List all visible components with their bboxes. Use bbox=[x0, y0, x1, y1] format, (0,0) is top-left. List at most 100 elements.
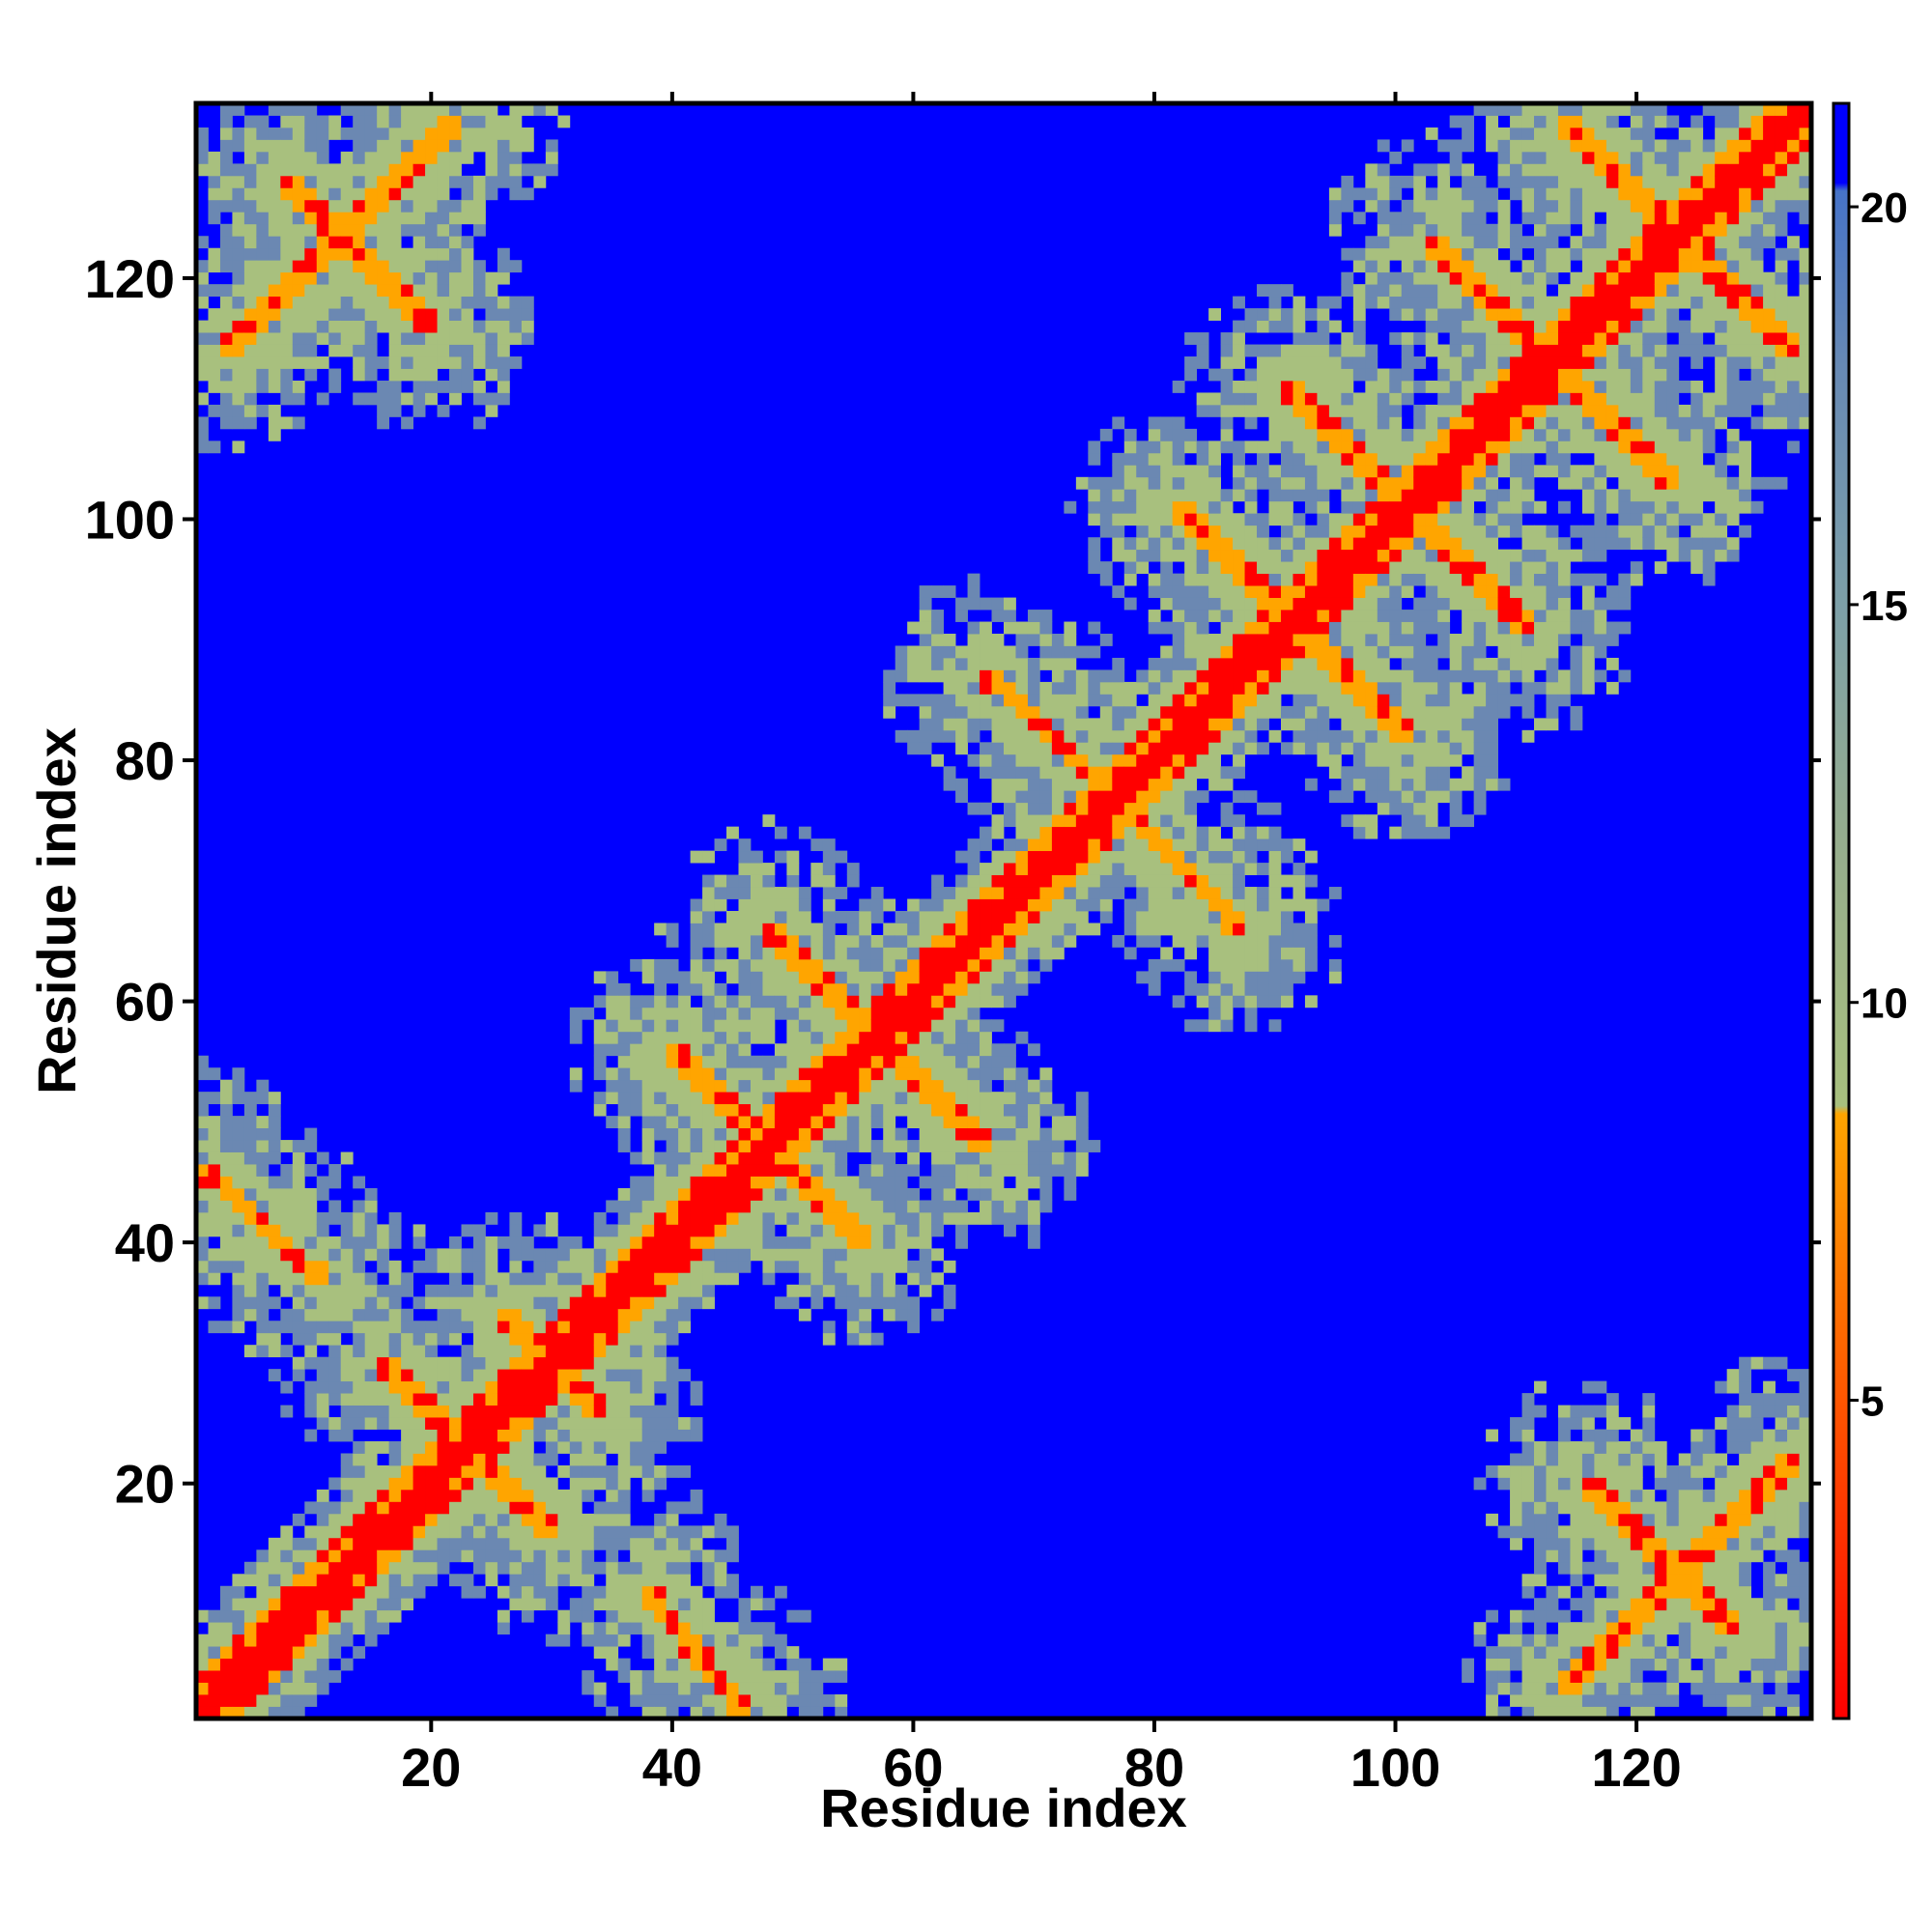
heatmap-cell bbox=[1172, 585, 1185, 598]
heatmap-cell bbox=[1027, 621, 1040, 635]
heatmap-cell bbox=[1268, 971, 1282, 984]
heatmap-cell bbox=[1473, 753, 1487, 767]
heatmap-cell bbox=[1293, 465, 1306, 478]
heatmap-cell bbox=[1039, 718, 1053, 731]
heatmap-cell bbox=[883, 1164, 896, 1177]
heatmap-cell bbox=[702, 850, 715, 864]
heatmap-cell bbox=[919, 705, 932, 719]
heatmap-cell bbox=[1389, 500, 1403, 514]
heatmap-cell bbox=[1208, 489, 1221, 502]
heatmap-cell bbox=[497, 1296, 510, 1310]
heatmap-cell bbox=[666, 1116, 679, 1128]
heatmap-cell bbox=[1365, 621, 1378, 635]
heatmap-cell bbox=[268, 1272, 281, 1286]
heatmap-cell bbox=[1244, 934, 1258, 948]
heatmap-cell bbox=[1123, 500, 1137, 514]
heatmap-cell bbox=[593, 1260, 607, 1273]
heatmap-cell bbox=[461, 308, 474, 321]
heatmap-cell bbox=[641, 1441, 655, 1454]
heatmap-cell bbox=[654, 1284, 668, 1297]
heatmap-cell bbox=[726, 1658, 739, 1671]
heatmap-cell bbox=[666, 1067, 679, 1081]
heatmap-cell bbox=[980, 1164, 992, 1177]
heatmap-cell bbox=[1004, 958, 1016, 972]
heatmap-cell bbox=[678, 1116, 691, 1128]
heatmap-cell bbox=[472, 344, 486, 357]
heatmap-cell bbox=[1462, 296, 1475, 309]
heatmap-cell bbox=[1039, 958, 1053, 972]
heatmap-cell bbox=[943, 1043, 956, 1057]
heatmap-cell bbox=[232, 1176, 245, 1189]
heatmap-cell bbox=[1328, 525, 1342, 538]
heatmap-cell bbox=[340, 1658, 354, 1671]
heatmap-cell bbox=[1328, 753, 1342, 767]
heatmap-cell bbox=[1304, 308, 1318, 321]
heatmap-cell bbox=[1233, 392, 1245, 406]
heatmap-cell bbox=[1341, 561, 1354, 575]
heatmap-cell bbox=[617, 1380, 631, 1394]
heatmap-cell bbox=[774, 1706, 787, 1719]
heatmap-cell bbox=[1220, 874, 1234, 888]
heatmap-cell bbox=[1233, 476, 1245, 490]
heatmap-cell bbox=[1015, 874, 1029, 888]
heatmap-cell bbox=[1184, 887, 1198, 899]
heatmap-cell bbox=[1233, 465, 1245, 478]
heatmap-cell bbox=[617, 1369, 631, 1382]
heatmap-cell bbox=[1196, 934, 1209, 948]
heatmap-cell bbox=[377, 320, 390, 333]
heatmap-cell bbox=[690, 982, 703, 996]
heatmap-cell bbox=[1099, 718, 1113, 731]
heatmap-cell bbox=[738, 1598, 752, 1611]
heatmap-cell bbox=[835, 1200, 848, 1213]
heatmap-cell bbox=[388, 1525, 402, 1539]
heatmap-cell bbox=[1257, 911, 1269, 923]
heatmap-cell bbox=[208, 260, 221, 273]
heatmap-cell bbox=[461, 236, 474, 249]
heatmap-cell bbox=[1064, 634, 1077, 646]
heatmap-cell bbox=[256, 1224, 270, 1237]
heatmap-cell bbox=[364, 368, 378, 382]
heatmap-cell bbox=[472, 320, 486, 333]
heatmap-cell bbox=[859, 1007, 872, 1020]
heatmap-cell bbox=[822, 1127, 836, 1141]
heatmap-cell bbox=[1268, 705, 1282, 719]
heatmap-cell bbox=[292, 1369, 305, 1382]
heatmap-cell bbox=[1196, 476, 1209, 490]
heatmap-cell bbox=[388, 368, 402, 382]
heatmap-cell bbox=[232, 1092, 245, 1105]
heatmap-cell bbox=[1425, 440, 1438, 454]
heatmap-cell bbox=[412, 139, 426, 153]
heatmap-cell bbox=[1304, 368, 1318, 382]
heatmap-cell bbox=[690, 911, 703, 923]
heatmap-cell bbox=[449, 1405, 462, 1418]
heatmap-cell bbox=[545, 1477, 558, 1491]
heatmap-cell bbox=[1365, 440, 1378, 454]
heatmap-cell bbox=[1172, 850, 1185, 864]
heatmap-cell bbox=[702, 1116, 715, 1128]
heatmap-cell bbox=[1413, 223, 1427, 237]
heatmap-cell bbox=[1039, 778, 1053, 791]
heatmap-cell bbox=[1401, 332, 1414, 345]
heatmap-cell bbox=[980, 657, 992, 670]
heatmap-cell bbox=[919, 995, 932, 1009]
heatmap-cell bbox=[690, 1007, 703, 1020]
heatmap-cell bbox=[666, 1019, 679, 1033]
heatmap-cell bbox=[485, 368, 498, 382]
heatmap-cell bbox=[907, 694, 921, 707]
heatmap-cell bbox=[690, 1236, 703, 1249]
heatmap-cell bbox=[388, 1224, 402, 1237]
heatmap-cell bbox=[617, 1513, 631, 1526]
heatmap-cell bbox=[1064, 790, 1077, 804]
heatmap-cell bbox=[1184, 898, 1198, 912]
heatmap-cell bbox=[219, 404, 233, 417]
heatmap-cell bbox=[895, 1019, 908, 1033]
heatmap-cell bbox=[545, 139, 558, 153]
heatmap-cell bbox=[1196, 452, 1209, 466]
heatmap-cell bbox=[1064, 718, 1077, 731]
heatmap-cell bbox=[316, 1284, 329, 1297]
heatmap-cell bbox=[497, 368, 510, 382]
heatmap-cell bbox=[437, 151, 450, 164]
heatmap-cell bbox=[1473, 260, 1487, 273]
heatmap-cell bbox=[654, 1380, 668, 1394]
heatmap-cell bbox=[1304, 958, 1318, 972]
